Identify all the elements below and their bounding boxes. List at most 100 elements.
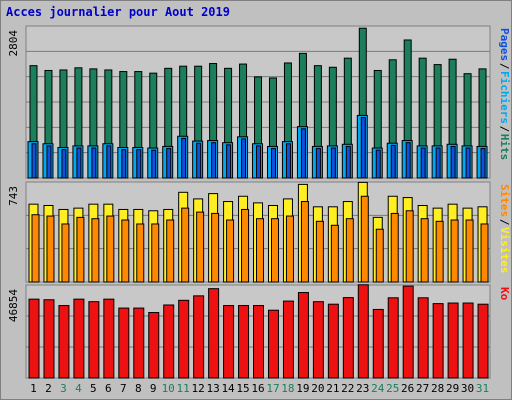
bar-sites [76, 216, 85, 283]
bar-pages [465, 147, 471, 179]
chart-title: Acces journalier pour Aout 2019 [6, 5, 230, 19]
x-tick-label: 17 [266, 382, 279, 395]
bar-kb [133, 307, 145, 379]
x-tick-label: 26 [401, 382, 414, 395]
bar-sites [375, 228, 384, 283]
bar-kb [342, 297, 354, 379]
bar-sites [405, 210, 414, 283]
bar-sites [136, 223, 145, 283]
bar-kb [447, 302, 459, 379]
x-tick-label: 28 [431, 382, 444, 395]
bar-kb [73, 298, 85, 379]
bar-sites [196, 211, 205, 283]
bar-sites [435, 220, 444, 283]
bar-kb [208, 288, 220, 379]
bar-kb [178, 299, 190, 379]
bar-pages [211, 142, 217, 179]
bar-kb [148, 312, 160, 379]
legend-sites: Sites [498, 184, 511, 217]
x-tick-label: 29 [446, 382, 459, 395]
bar-pages [226, 144, 232, 179]
bar-pages [315, 148, 321, 179]
legend-visites: Visites [498, 227, 511, 273]
bar-pages [91, 147, 97, 179]
bar-kb [58, 305, 70, 379]
x-tick-label: 7 [120, 382, 127, 395]
x-tick-label: 23 [356, 382, 369, 395]
x-tick-label: 16 [251, 382, 264, 395]
bar-pages [121, 149, 127, 179]
x-tick-label: 18 [281, 382, 294, 395]
legend-fichiers: Fichiers [498, 71, 511, 124]
bar-kb [88, 301, 100, 379]
bar-pages [375, 149, 381, 179]
bar-pages [136, 149, 142, 179]
x-tick-label: 11 [177, 382, 190, 395]
bar-sites [241, 208, 250, 283]
bar-pages [480, 148, 486, 179]
bar-sites [31, 214, 40, 283]
bar-sites [166, 219, 175, 283]
bar-sites [315, 220, 324, 283]
bar-sites [285, 215, 294, 283]
bar-sites [330, 224, 339, 283]
bar-sites [121, 219, 130, 283]
bar-sites [420, 218, 429, 283]
x-tick-label: 2 [45, 382, 52, 395]
x-tick-label: 25 [386, 382, 399, 395]
legend-separator: / [498, 63, 511, 70]
x-tick-label: 12 [192, 382, 205, 395]
bar-kb [43, 299, 55, 379]
bar-pages [181, 137, 187, 179]
bar-kb [238, 305, 250, 379]
bar-kb [327, 303, 339, 379]
x-tick-label: 15 [236, 382, 249, 395]
bar-sites [300, 201, 309, 283]
bar-pages [31, 143, 37, 179]
bar-pages [166, 148, 172, 179]
bar-sites [450, 219, 459, 283]
x-tick-label: 13 [206, 382, 219, 395]
bar-sites [211, 212, 220, 283]
bar-kb [118, 307, 130, 379]
bar-kb [477, 303, 489, 379]
bar-kb [462, 302, 474, 379]
bar-kb [312, 301, 324, 379]
bar-sites [360, 195, 369, 283]
bar-pages [450, 145, 456, 179]
x-tick-label: 14 [221, 382, 235, 395]
bar-pages [46, 145, 52, 179]
bar-sites [106, 215, 115, 283]
bar-pages [435, 147, 441, 179]
bar-pages [360, 117, 366, 179]
bar-kb [297, 292, 309, 379]
bar-pages [256, 145, 262, 179]
bar-kb [163, 304, 175, 379]
bar-pages [285, 143, 291, 179]
x-tick-label: 21 [326, 382, 339, 395]
bar-kb [417, 297, 429, 379]
bar-kb [28, 298, 40, 379]
bar-pages [330, 147, 336, 179]
legend-pages: Pages [498, 28, 511, 61]
x-tick-label: 1 [30, 382, 37, 395]
x-tick-label: 24 [371, 382, 385, 395]
bar-pages [345, 145, 351, 179]
x-tick-label: 10 [162, 382, 175, 395]
bar-sites [345, 218, 354, 283]
bar-sites [256, 218, 265, 283]
x-tick-label: 6 [105, 382, 112, 395]
bar-sites [151, 223, 160, 283]
bar-kb [282, 300, 294, 379]
bar-kb [267, 309, 279, 379]
legend-hits: Hits [498, 134, 511, 161]
bar-pages [76, 147, 82, 179]
legend-ko: Ko [498, 287, 511, 301]
bar-pages [151, 149, 157, 179]
bar-sites [91, 218, 100, 283]
x-tick-label: 9 [150, 382, 157, 395]
x-tick-label: 31 [476, 382, 489, 395]
bar-sites [181, 207, 190, 283]
bar-kb [103, 298, 115, 379]
